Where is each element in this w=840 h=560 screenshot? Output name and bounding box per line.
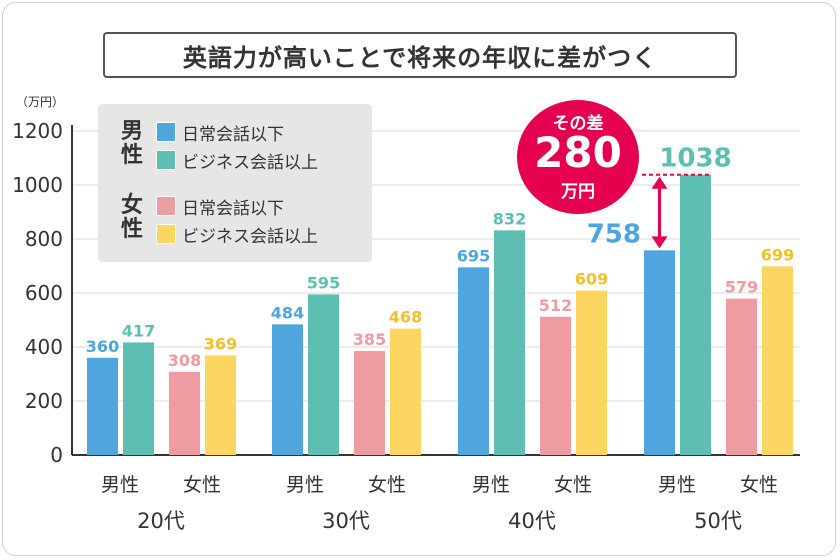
- legend-swatch-female-high: [156, 224, 176, 244]
- data-label: 609: [575, 270, 608, 289]
- bar: [458, 267, 489, 455]
- bar: [726, 298, 757, 455]
- x-tick-label-group: 30代: [322, 509, 370, 533]
- y-tick-label: 0: [50, 443, 63, 467]
- y-tick-label: 200: [25, 389, 63, 413]
- data-label: 579: [725, 278, 758, 297]
- bar: [87, 357, 118, 455]
- bar: [169, 371, 200, 455]
- callout-label: その差: [552, 114, 604, 134]
- data-label: 369: [204, 334, 237, 353]
- legend-label-female-high: ビジネス会話以上: [182, 226, 318, 247]
- x-tick-label-gender: 男性: [472, 474, 510, 496]
- legend-male-char-2: 性: [120, 143, 143, 168]
- legend-item-male-low: 日常会話以下: [156, 120, 284, 145]
- callout-value: 280: [534, 128, 622, 177]
- data-label: 484: [271, 303, 304, 322]
- data-label: 512: [539, 296, 572, 315]
- data-label: 595: [307, 273, 340, 292]
- data-label: 699: [761, 245, 794, 264]
- data-label: 385: [353, 330, 386, 349]
- legend-item-male-high: ビジネス会話以上: [156, 148, 318, 173]
- callout-unit: 万円: [561, 182, 595, 202]
- difference-arrow-head-down: [651, 236, 668, 249]
- bar: [576, 290, 607, 455]
- legend-label-female-low: 日常会話以下: [182, 198, 284, 219]
- legend-male-char-1: 男: [120, 119, 143, 144]
- legend-female-char-2: 性: [120, 217, 143, 242]
- legend-label-male-low: 日常会話以下: [182, 124, 284, 145]
- data-label: 468: [389, 308, 422, 327]
- x-tick-label-gender: 女性: [368, 474, 406, 496]
- legend-label-male-high: ビジネス会話以上: [182, 152, 318, 173]
- bar: [680, 174, 711, 456]
- bar: [354, 351, 385, 455]
- x-tick-label-gender: 男性: [286, 474, 324, 496]
- legend-swatch-male-high: [156, 150, 176, 170]
- data-label: 695: [457, 246, 490, 265]
- x-tick-label-gender: 男性: [101, 474, 139, 496]
- bar: [123, 342, 154, 455]
- bar: [762, 266, 793, 455]
- legend-item-female-low: 日常会話以下: [156, 194, 284, 219]
- y-tick-label: 600: [25, 281, 63, 305]
- difference-callout: その差 280 万円: [517, 100, 639, 214]
- legend: 男 性 日常会話以下 ビジネス会話以上 女 性 日常会話以下 ビジネス会話以上: [98, 104, 372, 262]
- legend-female-char-1: 女: [120, 193, 143, 218]
- bar: [205, 355, 236, 455]
- chart-title: 英語力が高いことで将来の年収に差がつく: [103, 32, 737, 78]
- x-tick-label-gender: 男性: [658, 474, 696, 496]
- bar: [540, 316, 571, 455]
- x-tick-label-gender: 女性: [554, 474, 592, 496]
- y-tick-label: 400: [25, 335, 63, 359]
- y-tick-label: 800: [25, 227, 63, 251]
- bar: [644, 250, 675, 455]
- data-label: 308: [168, 351, 201, 370]
- x-tick-label-group: 50代: [694, 509, 742, 533]
- x-tick-label-gender: 女性: [740, 474, 778, 496]
- x-tick-label-group: 40代: [508, 509, 556, 533]
- data-label: 1038: [659, 144, 731, 174]
- data-label: 832: [493, 209, 526, 228]
- data-label: 417: [122, 321, 155, 340]
- legend-item-female-high: ビジネス会話以上: [156, 222, 318, 247]
- y-unit-label: （万円）: [16, 95, 64, 109]
- difference-arrow-head-up: [651, 176, 668, 189]
- legend-swatch-male-low: [156, 122, 176, 142]
- data-label: 360: [86, 337, 119, 356]
- bar: [308, 294, 339, 455]
- x-tick-label-gender: 女性: [183, 474, 221, 496]
- data-label: 758: [587, 219, 641, 249]
- bar: [390, 328, 421, 455]
- bar: [494, 230, 525, 455]
- y-tick-label: 1000: [12, 173, 63, 197]
- x-tick-label-group: 20代: [137, 509, 185, 533]
- bar: [272, 324, 303, 455]
- y-tick-label: 1200: [12, 119, 63, 143]
- legend-swatch-female-low: [156, 196, 176, 216]
